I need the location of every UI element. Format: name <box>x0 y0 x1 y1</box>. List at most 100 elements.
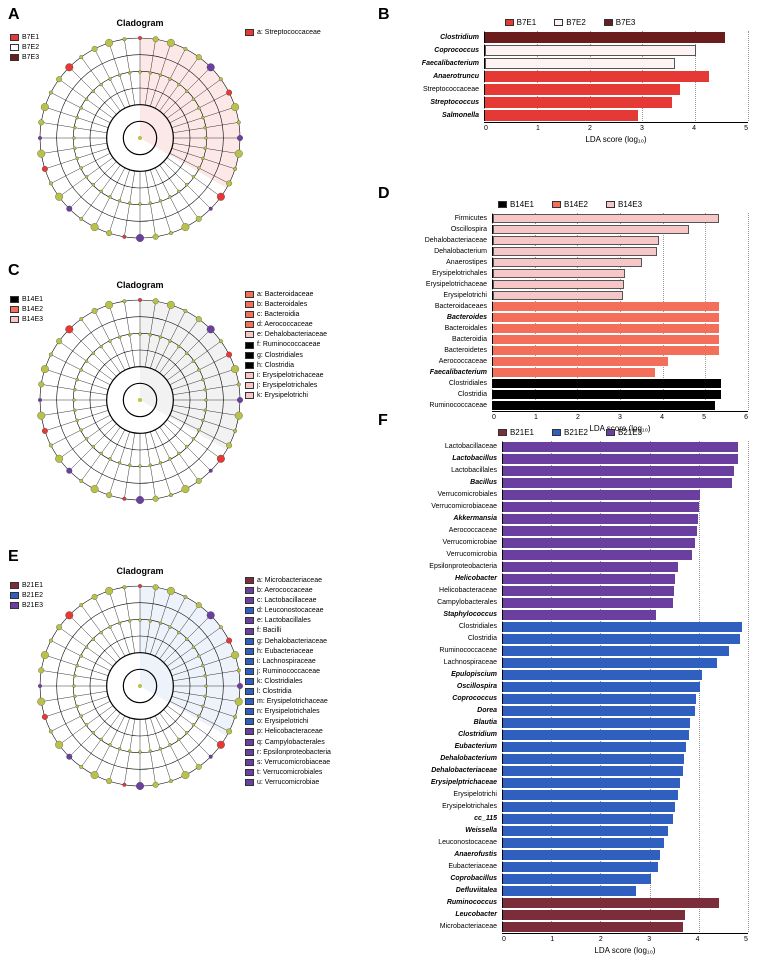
tick-label: 5 <box>744 125 748 132</box>
bar <box>503 502 699 512</box>
tick-label: 0 <box>492 414 496 421</box>
bar-label: Faecalibacterium <box>392 60 484 67</box>
panel-label-d: D <box>378 185 390 203</box>
bar-label: Ruminococcus <box>392 899 502 906</box>
bar <box>503 622 742 632</box>
cladogram-title: Cladogram <box>30 566 250 576</box>
tick-label: 2 <box>599 936 603 943</box>
legend-label: B21E2 <box>564 428 588 437</box>
legend-label: B14E2 <box>564 200 588 209</box>
barchart-f: B21E1B21E2B21E3 Lactobacillaceae Lactoba… <box>392 428 748 955</box>
cladogram-legend-right: a: Bacteroidaceaeb: Bacteroidalesc: Bact… <box>245 290 327 401</box>
bar <box>503 862 658 872</box>
bar-label: Streptococcus <box>392 99 484 106</box>
cladogram-legend-left: B14E1B14E2B14E3 <box>10 295 43 325</box>
bar-label: Verrucomicrobia <box>392 551 502 558</box>
bar <box>493 247 657 256</box>
bar <box>503 898 719 908</box>
bar <box>503 718 690 728</box>
bar-label: Helicobacter <box>392 575 502 582</box>
legend-label: j: Ruminococcaceae <box>257 667 320 676</box>
bar-label: Erysipelotrichi <box>392 791 502 798</box>
bar-label: Verrucomicrobiales <box>392 491 502 498</box>
bar <box>485 45 696 56</box>
bar <box>503 658 717 668</box>
bar-label: Erysipelotrichaceae <box>392 281 492 288</box>
bar <box>503 526 697 536</box>
legend-label: B14E2 <box>22 305 43 314</box>
cladogram-svg <box>30 576 250 796</box>
bar <box>493 379 721 388</box>
bar-label: Erysipelptrichaceae <box>392 779 502 786</box>
bar-label: Bacteroidaceaes <box>392 303 492 310</box>
bar-label: Oscillospira <box>392 226 492 233</box>
bar <box>503 478 732 488</box>
cladogram-a: Cladogram <box>30 18 250 248</box>
legend-label: d: Aerococcaceae <box>257 320 313 329</box>
legend-label: j: Erysipelotrichales <box>257 381 317 390</box>
bar <box>493 335 719 344</box>
legend-label: d: Leuconostocaceae <box>257 606 324 615</box>
bar-label: Verrucomicrobiae <box>392 539 502 546</box>
barchart-axis: 0123456 <box>492 411 748 421</box>
legend-label: q: Campylobacterales <box>257 738 325 747</box>
bar <box>493 368 655 377</box>
bar <box>503 454 738 464</box>
bar-label: Defluviitalea <box>392 887 502 894</box>
bar-label: Salmonella <box>392 112 484 119</box>
bar <box>503 790 678 800</box>
bar <box>503 634 740 644</box>
barchart-legend: B21E1 B21E2 B21E3 <box>392 428 748 437</box>
legend-label: i: Lachnospiraceae <box>257 657 316 666</box>
bar <box>503 538 695 548</box>
legend-label: f: Ruminococcaceae <box>257 340 320 349</box>
bar-label: Helicobacteraceae <box>392 587 502 594</box>
legend-label: B7E2 <box>22 43 39 52</box>
bar-label: Akkermansia <box>392 515 502 522</box>
tick-label: 1 <box>536 125 540 132</box>
bar-label: Ruminococcaceae <box>392 402 492 409</box>
bar-label: Dorea <box>392 707 502 714</box>
bar <box>503 874 651 884</box>
bar-label: Aerococcaceae <box>392 358 492 365</box>
bar-label: Clostridia <box>392 391 492 398</box>
bar <box>503 814 673 824</box>
bar-label: Bacillus <box>392 479 502 486</box>
legend-label: B21E3 <box>618 428 642 437</box>
legend-label: B7E3 <box>616 18 636 27</box>
bar <box>503 850 660 860</box>
legend-label: l: Clostridia <box>257 687 292 696</box>
bar-label: Bacteroides <box>392 314 492 321</box>
legend-label: u: Verrucomicrobiae <box>257 778 319 787</box>
bar-label: Weissella <box>392 827 502 834</box>
legend-label: n: Erysipelotrichales <box>257 707 320 716</box>
bar <box>503 550 692 560</box>
bar <box>493 291 623 300</box>
cladogram-svg <box>30 28 250 248</box>
legend-label: B14E1 <box>510 200 534 209</box>
legend-label: g: Dehalobacteriaceae <box>257 637 327 646</box>
legend-label: m: Erysipelotrichaceae <box>257 697 328 706</box>
bar <box>503 490 700 500</box>
bar-label: Dehalobacterium <box>392 755 502 762</box>
bar-label: Microbacteriaceae <box>392 923 502 930</box>
bar <box>485 58 675 69</box>
tick-label: 3 <box>647 936 651 943</box>
panel-label-a: A <box>8 6 20 24</box>
legend-label: a: Bacteroidaceae <box>257 290 313 299</box>
tick-label: 3 <box>618 414 622 421</box>
bar <box>493 258 642 267</box>
bar-label: Blautia <box>392 719 502 726</box>
bar <box>503 442 738 452</box>
legend-label: a: Streptococcaceae <box>257 28 321 37</box>
tick-label: 4 <box>692 125 696 132</box>
legend-label: g: Clostridiales <box>257 351 303 360</box>
bar-label: Leucobacter <box>392 911 502 918</box>
legend-label: B21E1 <box>510 428 534 437</box>
legend-label: r: Epsilonproteobacteria <box>257 748 331 757</box>
legend-label: f: Bacilli <box>257 626 281 635</box>
bar <box>503 646 729 656</box>
legend-label: B14E3 <box>22 315 43 324</box>
panel-label-c: C <box>8 262 20 280</box>
legend-label: e: Dehalobacteriaceae <box>257 330 327 339</box>
